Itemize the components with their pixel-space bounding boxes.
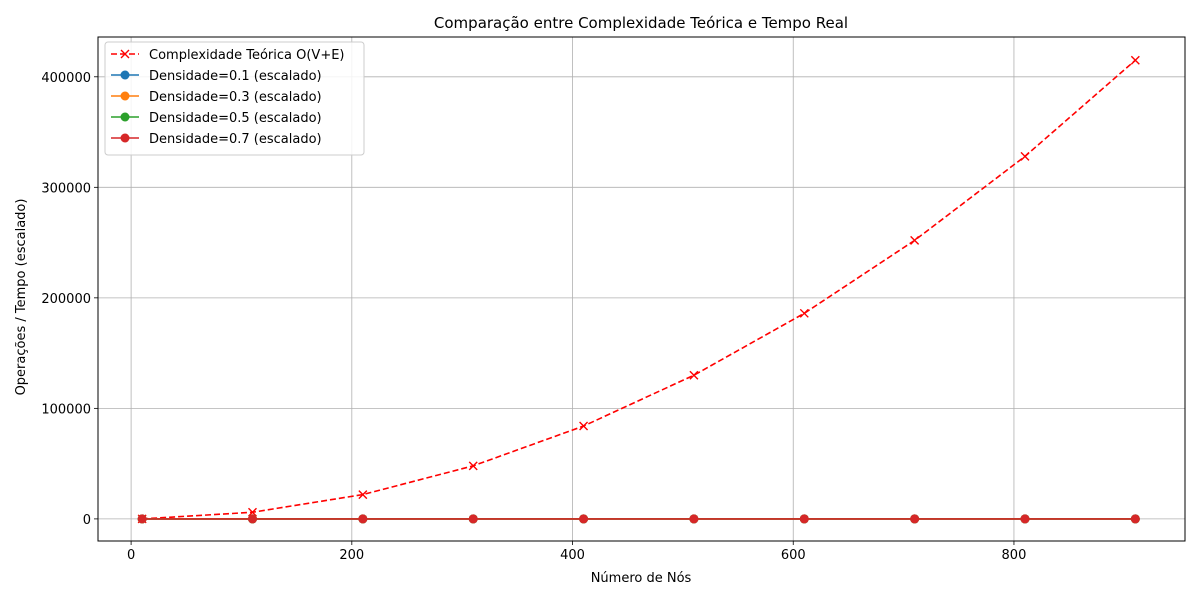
- y-tick-label: 300000: [41, 181, 91, 196]
- data-point: [1130, 514, 1140, 524]
- data-point: [468, 461, 478, 471]
- legend: Complexidade Teórica O(V+E) Densidade=0.1…: [104, 41, 365, 156]
- x-tick-label: 400: [560, 548, 585, 563]
- series-4: [137, 514, 1140, 524]
- data-point: [1130, 55, 1140, 65]
- data-point: [137, 514, 147, 524]
- data-point: [247, 514, 257, 524]
- data-point: [248, 507, 257, 517]
- x-tick-label: 600: [781, 548, 806, 563]
- data-point: [579, 421, 589, 431]
- legend-marker: [120, 112, 130, 122]
- plot-frame: [97, 36, 1186, 542]
- data-point: [468, 514, 478, 524]
- y-tick-label: 400000: [41, 71, 91, 86]
- series-layer: [137, 55, 1140, 524]
- data-point: [1020, 514, 1030, 524]
- data-point: [358, 490, 368, 500]
- legend-label: Densidade=0.5 (escalado): [149, 111, 322, 126]
- legend-label: Densidade=0.1 (escalado): [149, 69, 322, 84]
- legend-label: Densidade=0.3 (escalado): [149, 90, 322, 105]
- y-tick-label: 100000: [41, 402, 91, 417]
- data-point: [910, 235, 920, 245]
- data-point: [1020, 151, 1030, 161]
- legend-marker: [120, 91, 130, 101]
- x-tick-label: 200: [339, 548, 364, 563]
- chart-title: Comparação entre Complexidade Teórica e …: [434, 14, 848, 32]
- data-point: [799, 308, 809, 318]
- legend-box: [104, 41, 365, 156]
- data-point: [689, 514, 699, 524]
- legend-marker: [120, 70, 130, 80]
- legend-marker: [120, 49, 130, 59]
- legend-marker: [120, 133, 130, 143]
- legend-label: Densidade=0.7 (escalado): [149, 132, 322, 147]
- y-tick-label: 0: [83, 513, 91, 528]
- x-axis-label: Número de Nós: [591, 571, 692, 586]
- ticks: 0 200 400 600 800 0 100000 200000 300000 400000: [41, 71, 1026, 563]
- data-point: [358, 514, 368, 524]
- data-point: [689, 370, 699, 380]
- x-tick-label: 0: [127, 548, 135, 563]
- x-tick-label: 800: [1002, 548, 1027, 563]
- y-tick-label: 200000: [41, 292, 91, 307]
- y-axis-label: Operações / Tempo (escalado): [14, 199, 29, 396]
- series-line: [142, 59, 1136, 520]
- data-point: [910, 514, 920, 524]
- legend-label: Complexidade Teórica O(V+E): [149, 48, 345, 63]
- data-point: [799, 514, 809, 524]
- data-point: [579, 514, 589, 524]
